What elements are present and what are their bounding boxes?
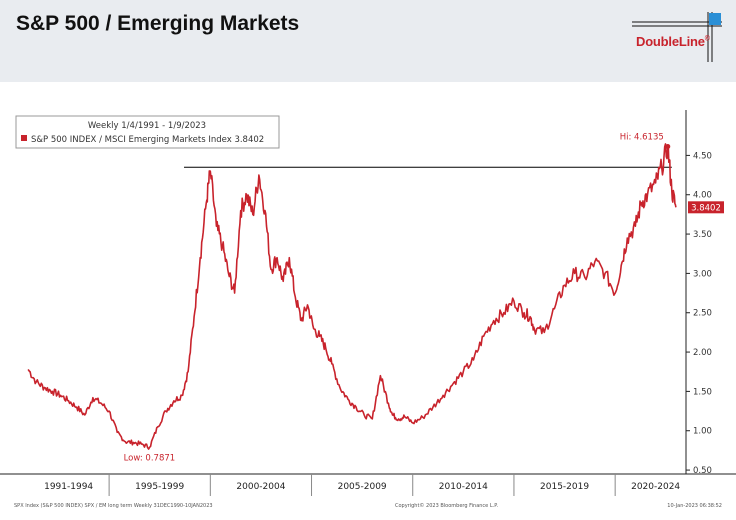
legend-series-label: S&P 500 INDEX / MSCI Emerging Markets In… bbox=[31, 135, 264, 145]
x-tick-label: 2000-2004 bbox=[236, 482, 285, 492]
last-value-label: 3.8402 bbox=[691, 203, 721, 213]
legend-swatch bbox=[21, 135, 27, 141]
y-tick-label: 4.00 bbox=[693, 191, 712, 201]
y-tick-label: 2.00 bbox=[693, 348, 712, 358]
header-bar: S&P 500 / Emerging Markets DoubleLine® bbox=[0, 0, 736, 82]
y-axis-ticks: 0.50 1.00 1.50 2.00 2.50 3.00 3.50 4.00 4.50 bbox=[686, 151, 712, 476]
y-tick-label: 4.50 bbox=[693, 151, 712, 161]
series-line bbox=[27, 143, 677, 450]
x-tick-label: 2020-2024 bbox=[631, 482, 680, 492]
x-tick-label: 2005-2009 bbox=[338, 482, 387, 492]
x-axis-periods: 1991-1994 1995-1999 2000-2004 2005-2009 2010… bbox=[44, 474, 680, 496]
x-tick-label: 1991-1994 bbox=[44, 482, 93, 492]
chart-area: 0.50 1.00 1.50 2.00 2.50 3.00 3.50 4.00 4.50 199… bbox=[0, 82, 736, 515]
high-point-marker bbox=[665, 143, 671, 149]
last-value-badge bbox=[688, 201, 724, 214]
doubleline-logo-mark bbox=[632, 12, 722, 62]
high-label: Hi: 4.6135 bbox=[620, 132, 664, 142]
y-tick-label: 1.00 bbox=[693, 427, 712, 437]
annotations: Hi: 4.6135 Low: 0.7871 3.8402 bbox=[124, 132, 724, 463]
legend: Weekly 1/4/1991 - 1/9/2023 S&P 500 INDEX… bbox=[15, 115, 280, 149]
footer-source: SPX Index (S&P 500 INDEX) SPX / EM long … bbox=[14, 503, 213, 509]
footer-copyright: Copyright© 2023 Bloomberg Finance L.P. bbox=[395, 502, 498, 509]
x-tick-label: 2015-2019 bbox=[540, 482, 589, 492]
doubleline-logo-text: DoubleLine® bbox=[636, 34, 710, 49]
y-tick-label: 3.00 bbox=[693, 269, 712, 279]
ratio-line-chart: 0.50 1.00 1.50 2.00 2.50 3.00 3.50 4.00 4.50 199… bbox=[0, 110, 736, 509]
y-tick-label: 3.50 bbox=[693, 230, 712, 240]
legend-date-range: Weekly 1/4/1991 - 1/9/2023 bbox=[88, 121, 206, 131]
axes bbox=[0, 110, 736, 475]
low-label: Low: 0.7871 bbox=[124, 453, 176, 463]
x-tick-label: 2010-2014 bbox=[439, 482, 488, 492]
y-tick-label: 0.50 bbox=[693, 466, 712, 476]
footer-timestamp: 10-Jan-2023 06:38:52 bbox=[667, 503, 722, 509]
x-tick-label: 1995-1999 bbox=[135, 482, 184, 492]
y-tick-label: 1.50 bbox=[693, 387, 712, 397]
y-tick-label: 2.50 bbox=[693, 309, 712, 319]
page-title: S&P 500 / Emerging Markets bbox=[16, 12, 300, 35]
